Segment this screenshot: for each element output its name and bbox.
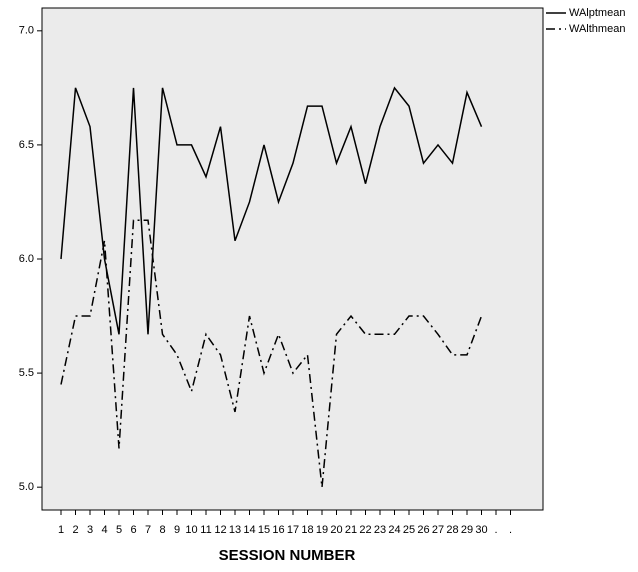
x-tick-label: 8 xyxy=(159,524,165,536)
x-tick-label: 15 xyxy=(258,524,270,536)
legend-label: WAlthmean xyxy=(569,23,625,35)
x-tick-label: 24 xyxy=(388,524,400,536)
x-tick-label: 22 xyxy=(359,524,371,536)
x-tick-label: 29 xyxy=(461,524,473,536)
x-tick-label: 25 xyxy=(403,524,415,536)
series-line xyxy=(60,219,483,488)
x-tick-label: 5 xyxy=(116,524,122,536)
x-tick-label: 17 xyxy=(287,524,299,536)
y-tick-label: 5.5 xyxy=(19,367,34,379)
y-tick-label: 6.5 xyxy=(19,139,34,151)
x-tick-label: 16 xyxy=(272,524,284,536)
legend-label: WAlptmean xyxy=(569,7,625,19)
x-tick-label: 14 xyxy=(243,524,255,536)
x-tick-label: 11 xyxy=(200,524,211,536)
x-tick-label: 6 xyxy=(130,524,136,536)
x-tick-label: 7 xyxy=(145,524,151,536)
y-tick-label: 7.0 xyxy=(19,25,34,37)
x-tick-label: 26 xyxy=(417,524,429,536)
x-tick-label: 27 xyxy=(432,524,444,536)
x-tick-label: 2 xyxy=(72,524,78,536)
x-tick-label: 9 xyxy=(174,524,180,536)
x-tick-label: . xyxy=(494,524,497,536)
x-tick-label: 13 xyxy=(229,524,241,536)
y-tick-label: 6.0 xyxy=(19,253,34,265)
x-tick-label: 21 xyxy=(345,524,357,536)
x-tick-label: 12 xyxy=(214,524,226,536)
x-tick-label: 3 xyxy=(87,524,93,536)
x-tick-label: 30 xyxy=(475,524,487,536)
x-tick-label: 18 xyxy=(301,524,313,536)
x-tick-label: 1 xyxy=(58,524,64,536)
x-tick-label: 28 xyxy=(446,524,458,536)
y-tick-label: 5.0 xyxy=(19,481,34,493)
x-tick-label: 10 xyxy=(185,524,197,536)
plot-area xyxy=(41,7,544,511)
x-tick-label: 19 xyxy=(316,524,328,536)
series-line xyxy=(60,86,483,335)
x-tick-label: . xyxy=(509,524,512,536)
x-tick-label: 20 xyxy=(330,524,342,536)
x-axis-title: SESSION NUMBER xyxy=(219,547,356,564)
x-tick-label: 23 xyxy=(374,524,386,536)
x-tick-label: 4 xyxy=(101,524,107,536)
